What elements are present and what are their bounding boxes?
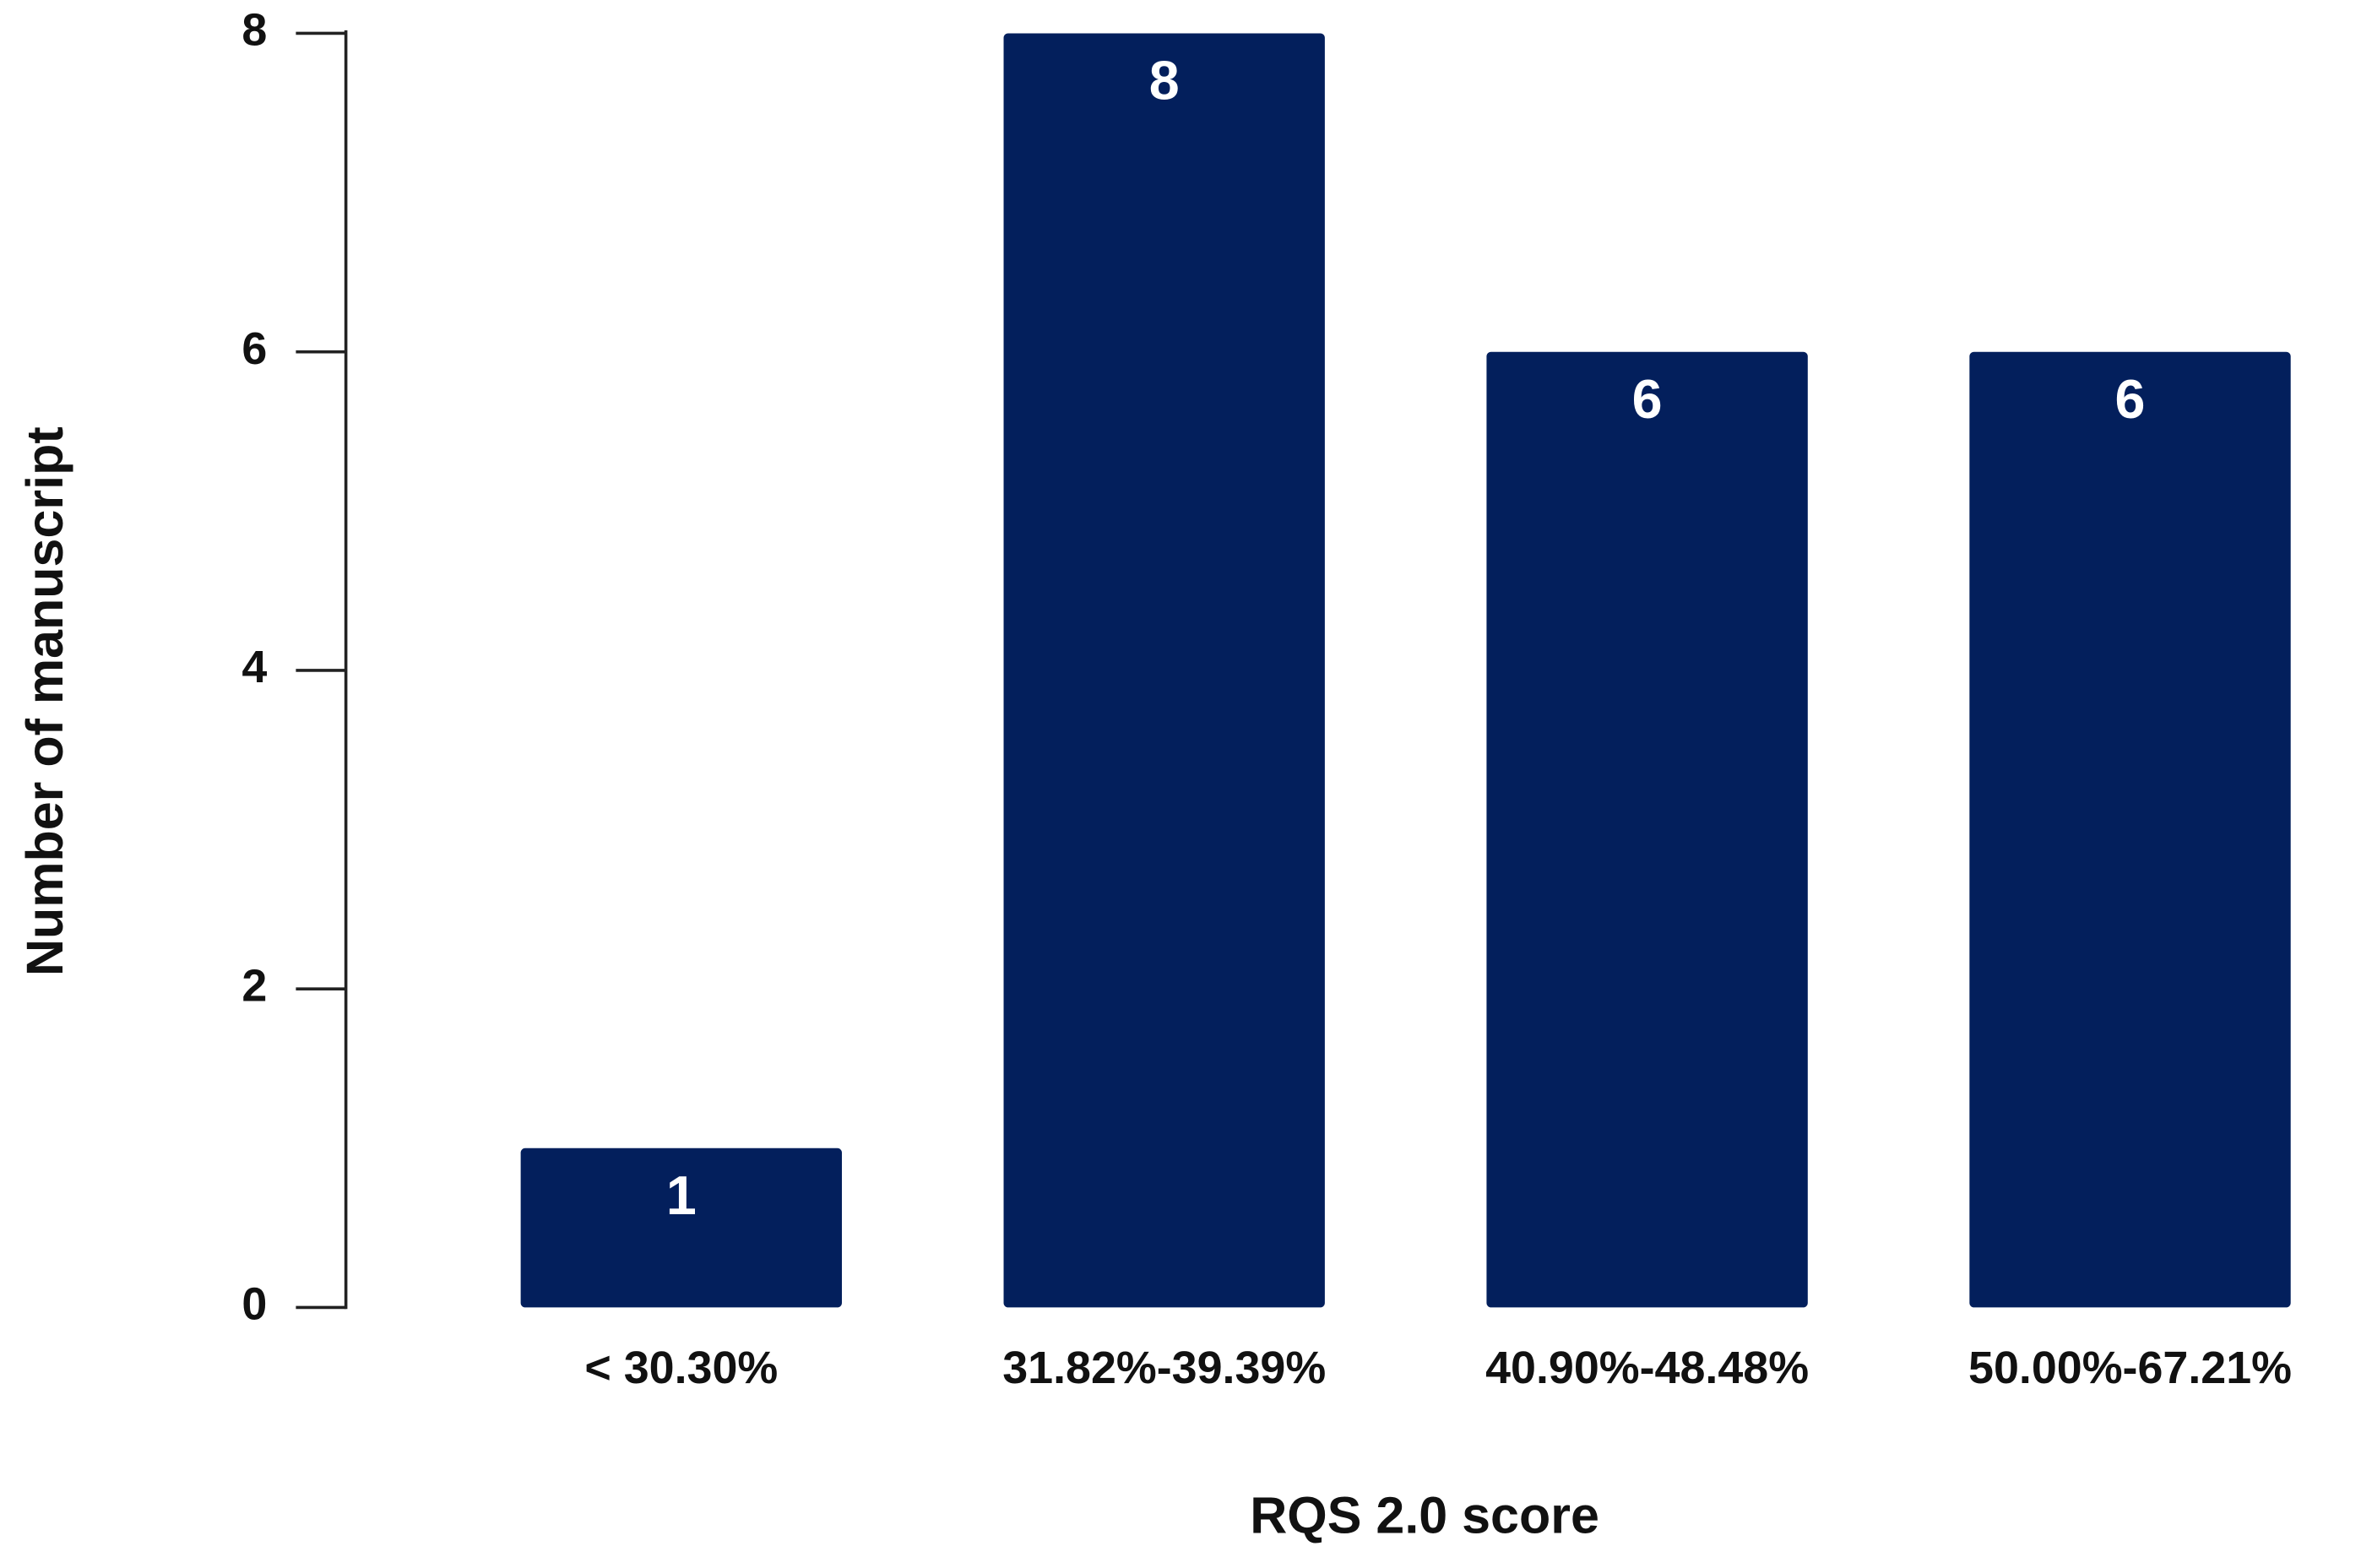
bar bbox=[1003, 33, 1325, 1308]
bar bbox=[1969, 351, 2291, 1308]
y-tick-label: 6 bbox=[242, 323, 267, 374]
value-label: 8 bbox=[1149, 51, 1180, 111]
bar bbox=[520, 1148, 842, 1308]
x-tick-label: < 30.30% bbox=[584, 1343, 778, 1393]
value-label: 6 bbox=[2115, 369, 2146, 430]
x-tick-label: 31.82%-39.39% bbox=[1002, 1343, 1326, 1393]
value-label: 6 bbox=[1632, 369, 1663, 430]
y-axis-title: Number of manuscript bbox=[16, 426, 73, 976]
y-tick-label: 4 bbox=[242, 642, 267, 692]
x-axis-title: RQS 2.0 score bbox=[1250, 1487, 1599, 1544]
y-tick-label: 2 bbox=[242, 960, 267, 1011]
value-label: 1 bbox=[666, 1165, 697, 1226]
x-tick-label: 40.90%-48.48% bbox=[1485, 1343, 1809, 1393]
x-tick-label: 50.00%-67.21% bbox=[1968, 1343, 2292, 1393]
bar bbox=[1486, 351, 1808, 1308]
y-tick-label: 8 bbox=[242, 5, 267, 56]
y-tick-label: 0 bbox=[242, 1279, 267, 1330]
